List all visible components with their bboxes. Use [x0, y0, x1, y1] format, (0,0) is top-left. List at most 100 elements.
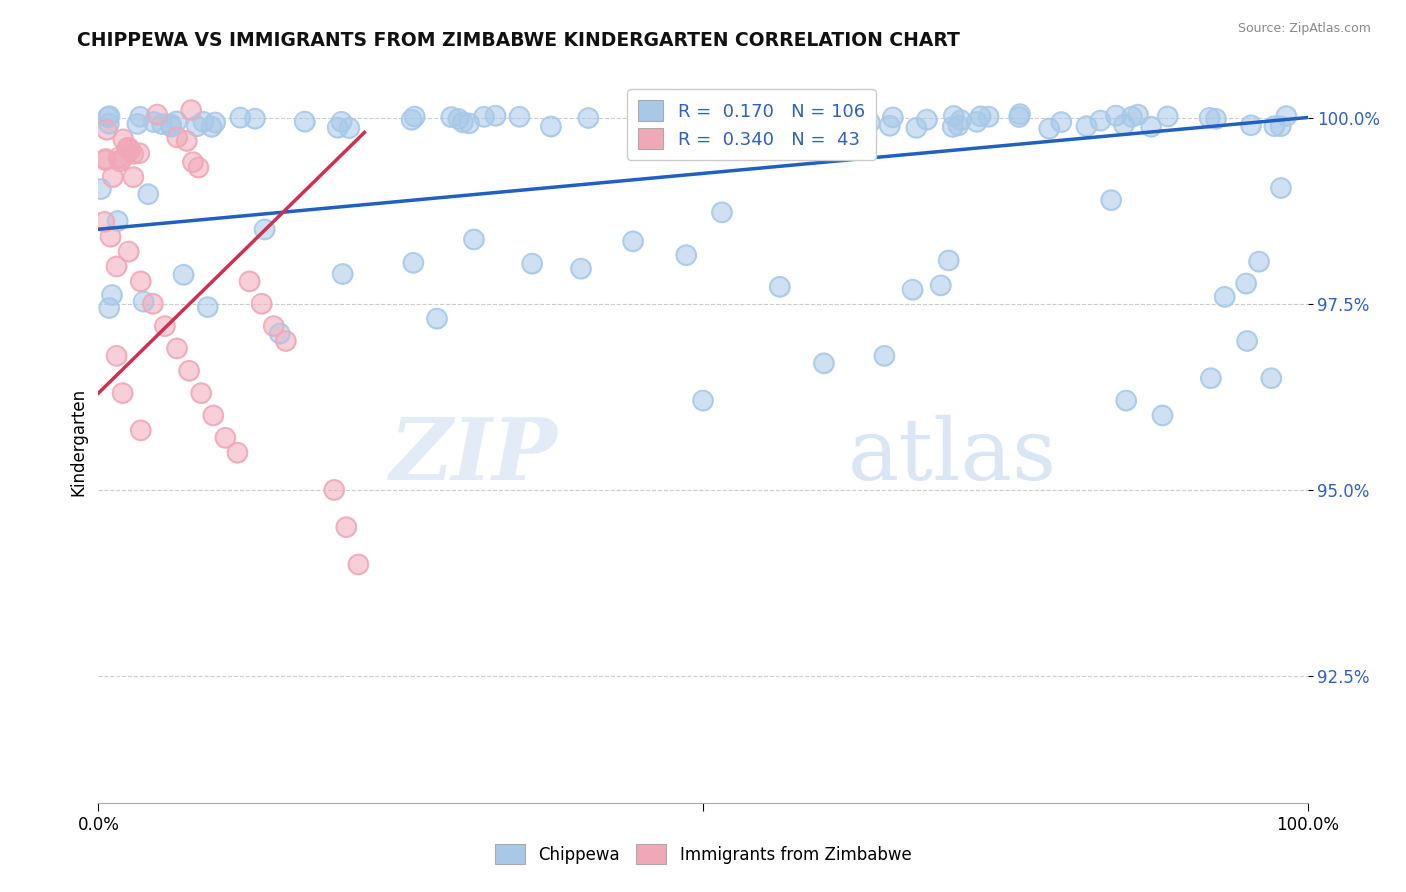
Point	[96, 122, 118, 136]
Point	[100, 229, 122, 244]
Point	[650, 114, 672, 128]
Point	[179, 364, 201, 378]
Point	[969, 109, 991, 123]
Point	[326, 120, 349, 135]
Point	[426, 311, 449, 326]
Point	[859, 115, 882, 129]
Point	[100, 229, 122, 244]
Point	[915, 112, 938, 127]
Point	[186, 120, 208, 134]
Point	[193, 115, 215, 129]
Point	[1263, 119, 1285, 133]
Point	[129, 423, 152, 437]
Point	[294, 114, 316, 128]
Text: CHIPPEWA VS IMMIGRANTS FROM ZIMBABWE KINDERGARTEN CORRELATION CHART: CHIPPEWA VS IMMIGRANTS FROM ZIMBABWE KIN…	[77, 31, 960, 50]
Point	[901, 283, 924, 297]
Point	[402, 256, 425, 270]
Point	[146, 107, 169, 121]
Point	[576, 111, 599, 125]
Point	[1205, 112, 1227, 126]
Point	[1240, 118, 1263, 132]
Point	[1157, 110, 1180, 124]
Point	[90, 182, 112, 196]
Point	[160, 117, 183, 131]
Point	[458, 116, 481, 130]
Point	[942, 120, 965, 134]
Point	[401, 112, 423, 127]
Point	[98, 301, 121, 315]
Point	[166, 114, 188, 128]
Point	[136, 187, 159, 202]
Point	[250, 297, 273, 311]
Point	[1247, 254, 1270, 268]
Point	[813, 356, 835, 370]
Point	[1105, 109, 1128, 123]
Point	[107, 151, 129, 165]
Point	[129, 274, 152, 288]
Point	[569, 261, 592, 276]
Point	[97, 110, 120, 124]
Point	[337, 121, 360, 136]
Point	[94, 153, 117, 167]
Point	[173, 268, 195, 282]
Point	[186, 120, 208, 134]
Point	[108, 154, 131, 169]
Point	[404, 110, 426, 124]
Point	[347, 558, 370, 572]
Point	[180, 103, 202, 118]
Point	[621, 235, 644, 249]
Point	[1140, 120, 1163, 134]
Point	[122, 147, 145, 161]
Point	[1260, 371, 1282, 385]
Point	[915, 112, 938, 127]
Point	[1038, 121, 1060, 136]
Point	[882, 111, 904, 125]
Point	[94, 153, 117, 167]
Point	[166, 342, 188, 356]
Point	[274, 334, 297, 348]
Point	[1198, 111, 1220, 125]
Point	[190, 386, 212, 401]
Point	[1236, 334, 1258, 348]
Point	[879, 119, 901, 133]
Point	[938, 253, 960, 268]
Point	[142, 115, 165, 129]
Point	[948, 119, 970, 133]
Point	[93, 215, 115, 229]
Point	[1236, 334, 1258, 348]
Text: atlas: atlas	[848, 415, 1057, 498]
Point	[190, 386, 212, 401]
Point	[243, 112, 266, 126]
Point	[1050, 115, 1073, 129]
Point	[97, 110, 120, 124]
Point	[127, 117, 149, 131]
Point	[214, 431, 236, 445]
Point	[197, 300, 219, 314]
Point	[447, 112, 470, 126]
Point	[472, 110, 495, 124]
Point	[463, 232, 485, 246]
Point	[1076, 119, 1098, 133]
Point	[117, 141, 139, 155]
Point	[801, 112, 824, 126]
Point	[1157, 110, 1180, 124]
Point	[576, 111, 599, 125]
Legend: Chippewa, Immigrants from Zimbabwe: Chippewa, Immigrants from Zimbabwe	[488, 838, 918, 871]
Point	[1260, 371, 1282, 385]
Point	[243, 112, 266, 126]
Point	[522, 257, 544, 271]
Point	[180, 103, 202, 118]
Text: ZIP: ZIP	[389, 414, 558, 498]
Legend: R =  0.170   N = 106, R =  0.340   N =  43: R = 0.170 N = 106, R = 0.340 N = 43	[627, 89, 876, 160]
Point	[226, 446, 249, 460]
Point	[769, 280, 792, 294]
Point	[150, 117, 173, 131]
Point	[226, 446, 249, 460]
Point	[229, 111, 252, 125]
Point	[250, 297, 273, 311]
Point	[200, 120, 222, 134]
Point	[269, 326, 291, 341]
Point	[132, 294, 155, 309]
Point	[1152, 409, 1174, 423]
Point	[122, 147, 145, 161]
